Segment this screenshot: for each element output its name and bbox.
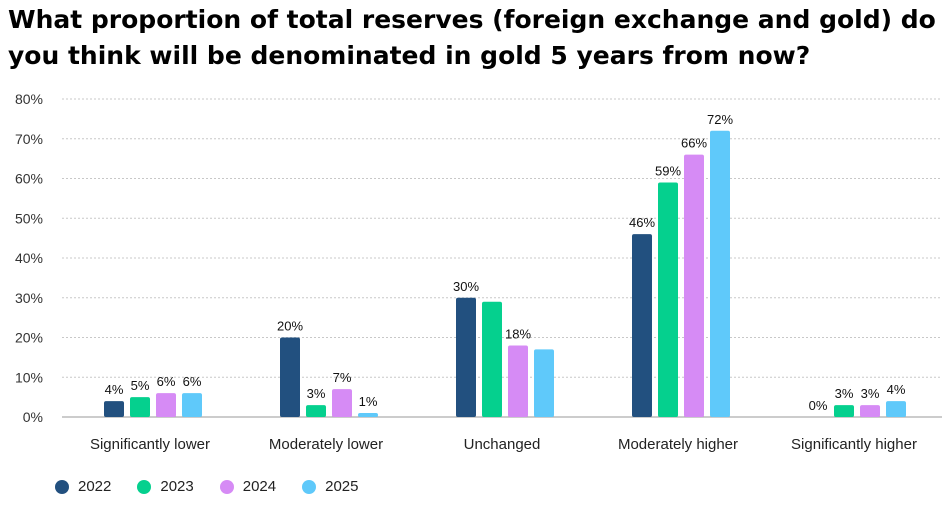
bar-2022-3 bbox=[632, 234, 652, 417]
data-label: 72% bbox=[707, 112, 733, 127]
legend-label: 2023 bbox=[160, 478, 194, 495]
y-tick-label: 20% bbox=[15, 330, 43, 346]
bar-2022-2 bbox=[456, 297, 476, 417]
x-tick-label: Moderately lower bbox=[269, 436, 383, 453]
bar-2024-4 bbox=[860, 405, 880, 417]
legend-item-2025: 2025 bbox=[302, 478, 359, 495]
y-axis-ticks: 0% 10% 20% 30% 40% 50% 60% 70% 80% bbox=[15, 91, 43, 425]
legend: 2022 2023 2024 2025 bbox=[55, 478, 359, 495]
legend-swatch bbox=[302, 479, 317, 494]
chart-title: What proportion of total reserves (forei… bbox=[8, 5, 936, 70]
data-label: 0% bbox=[809, 398, 828, 413]
y-tick-label: 60% bbox=[15, 171, 43, 187]
bar-2024-3 bbox=[684, 154, 704, 417]
bars bbox=[104, 130, 906, 418]
legend-swatch bbox=[137, 479, 152, 494]
data-label: 6% bbox=[183, 374, 202, 389]
x-tick-label: Significantly lower bbox=[90, 436, 210, 453]
x-tick-label: Moderately higher bbox=[618, 436, 738, 453]
data-label: 46% bbox=[629, 215, 655, 230]
data-label: 4% bbox=[887, 382, 906, 397]
data-label: 1% bbox=[359, 394, 378, 409]
legend-swatch bbox=[219, 479, 234, 494]
bar-2025-3 bbox=[710, 130, 730, 418]
data-label: 4% bbox=[105, 382, 124, 397]
y-tick-label: 10% bbox=[15, 369, 43, 385]
y-tick-label: 50% bbox=[15, 210, 43, 226]
data-label: 66% bbox=[681, 136, 707, 151]
data-label: 3% bbox=[861, 386, 880, 401]
bar-2023-4 bbox=[834, 405, 854, 417]
data-label: 6% bbox=[157, 374, 176, 389]
y-tick-label: 80% bbox=[15, 91, 43, 107]
bar-2025-0 bbox=[182, 393, 202, 417]
data-label: 5% bbox=[131, 378, 150, 393]
bar-2023-0 bbox=[130, 397, 150, 417]
legend-item-2023: 2023 bbox=[137, 478, 194, 495]
y-tick-label: 40% bbox=[15, 250, 43, 266]
bar-2023-2 bbox=[482, 301, 502, 417]
legend-label: 2022 bbox=[78, 478, 112, 495]
x-axis-ticks: Significantly lower Moderately lower Uncha… bbox=[90, 436, 917, 453]
bar-2025-2 bbox=[534, 349, 554, 417]
data-label: 3% bbox=[835, 386, 854, 401]
legend-swatch bbox=[55, 479, 69, 494]
x-tick-label: Unchanged bbox=[464, 436, 541, 453]
legend-label: 2025 bbox=[325, 478, 359, 495]
bar-2024-0 bbox=[156, 393, 176, 417]
data-label: 7% bbox=[333, 370, 352, 385]
bar-2023-3 bbox=[658, 182, 678, 417]
gridlines bbox=[62, 98, 942, 418]
x-tick-label: Significantly higher bbox=[791, 436, 917, 453]
data-label: 30% bbox=[453, 279, 479, 294]
legend-item-2022: 2022 bbox=[55, 478, 111, 495]
bar-2024-1 bbox=[332, 389, 352, 417]
bar-2025-4 bbox=[886, 401, 906, 417]
bar-2022-0 bbox=[104, 401, 124, 417]
bar-chart: 0% 10% 20% 30% 40% 50% 60% 70% 80% 4% 5% 6% 6% 20% 3%… bbox=[15, 91, 942, 453]
y-tick-label: 70% bbox=[15, 131, 43, 147]
bar-2022-1 bbox=[280, 337, 300, 417]
bar-2023-1 bbox=[306, 405, 326, 417]
bar-2025-1 bbox=[358, 413, 378, 417]
data-label: 20% bbox=[277, 319, 303, 334]
y-tick-label: 0% bbox=[23, 409, 43, 425]
data-label: 59% bbox=[655, 163, 681, 178]
legend-item-2024: 2024 bbox=[219, 478, 277, 495]
legend-label: 2024 bbox=[242, 478, 277, 495]
data-labels: 4% 5% 6% 6% 20% 3% 7% 1% 30% 18% 46% 59%66%72% 0% 3% 3… bbox=[105, 112, 906, 413]
y-tick-label: 30% bbox=[15, 290, 43, 306]
data-label: 18% bbox=[505, 326, 531, 341]
data-label: 3% bbox=[307, 386, 326, 401]
bar-2024-2 bbox=[508, 345, 528, 417]
